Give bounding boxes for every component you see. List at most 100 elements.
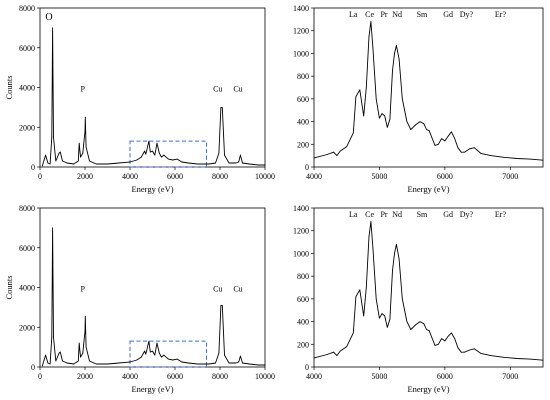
spectrum-point (224, 354, 225, 356)
spectrum-point (464, 151, 465, 153)
spectrum-point (89, 160, 90, 162)
spectrum-point (434, 145, 436, 146)
spectrum-point (336, 355, 338, 356)
spectrum-point (480, 353, 482, 354)
spectrum-point (66, 362, 68, 364)
y-tick-label: 1400 (293, 4, 309, 13)
spectrum-point (431, 337, 433, 338)
spectrum-point (107, 363, 108, 365)
y-axis-label: Counts (4, 75, 14, 99)
spectrum-point (503, 356, 505, 358)
spectrum-point (333, 351, 334, 353)
y-tick-label: 400 (297, 118, 309, 127)
spectrum-point (469, 148, 471, 150)
y-tick-label: 200 (297, 340, 309, 349)
x-tick-label: 2000 (77, 372, 93, 381)
spectrum-point (529, 158, 531, 160)
x-axis-label: Energy (eV) (131, 184, 173, 194)
spectrum-point (392, 270, 393, 271)
spectrum-point (82, 152, 84, 154)
spectrum-point (208, 163, 210, 165)
spectrum-point (384, 315, 386, 317)
x-axis-label: Energy (eV) (131, 384, 173, 394)
spectrum-point (156, 142, 158, 144)
spectrum-point (384, 115, 386, 117)
y-tick-label: 2000 (19, 323, 35, 332)
spectrum-point (129, 161, 131, 163)
spectrum-point (372, 247, 374, 249)
spectrum-point (386, 126, 388, 128)
spectrum-point (313, 357, 315, 359)
spectrum-point (542, 359, 544, 361)
spectrum-point (394, 253, 395, 254)
spectrum-point (161, 156, 162, 158)
spectrum-point (346, 146, 348, 148)
spectrum-point (172, 359, 174, 361)
spectrum-point (339, 350, 341, 352)
spectrum-point (220, 305, 222, 306)
spectrum-point (355, 96, 357, 97)
peak-label-sm: Sm (417, 10, 428, 19)
spectrum-point (41, 365, 43, 367)
spectrum-point (359, 89, 361, 91)
spectrum-point (95, 163, 97, 165)
spectrum-point (188, 362, 189, 364)
spectrum-point (215, 362, 216, 364)
spectrum-point (419, 321, 421, 322)
x-tick-label: 4000 (122, 372, 138, 381)
spectrum-line (41, 27, 265, 167)
spectrum-point (464, 351, 465, 353)
spectrum-point (375, 98, 377, 100)
x-tick-label: 5000 (371, 172, 387, 181)
spectrum-point (415, 124, 416, 126)
zoom-region-box (129, 140, 207, 168)
spectrum-point (451, 131, 452, 133)
spectrum-point (346, 346, 348, 347)
spectrum-point (161, 356, 162, 358)
spectrum-point (434, 345, 436, 346)
spectrum-point (228, 362, 230, 364)
spectrum-point (215, 162, 216, 164)
x-tick-label: 4000 (122, 172, 138, 181)
spectrum-point (77, 160, 79, 162)
plot-frame (39, 207, 266, 368)
peak-label-p: P (81, 284, 86, 293)
spectrum-point (359, 289, 361, 291)
spectrum-point (220, 107, 222, 108)
spectrum-point (59, 151, 61, 153)
spectrum-point (221, 305, 223, 306)
spectrum-point (84, 330, 86, 332)
spectrum-point (457, 347, 459, 349)
spectrum-point (460, 151, 462, 153)
spectrum-point (423, 323, 425, 325)
spectrum-point (118, 162, 120, 164)
spectrum-point (423, 123, 425, 125)
spectrum-point (242, 362, 243, 364)
y-tick-label: 4000 (19, 284, 35, 293)
spectrum-point (49, 163, 51, 165)
y-tick-label: 2000 (19, 123, 35, 132)
spectrum-point (428, 330, 430, 332)
spectrum-point (77, 360, 79, 362)
x-axis-label: Energy (eV) (407, 184, 449, 194)
spectrum-point (45, 154, 46, 156)
spectrum-point (145, 353, 147, 355)
spectrum-point (149, 351, 151, 353)
spectrum-point (381, 313, 383, 314)
spectrum-point (163, 154, 165, 156)
x-tick-label: 6000 (167, 172, 183, 181)
spectrum-point (352, 132, 354, 134)
spectrum-point (441, 338, 442, 339)
spectrum-point (242, 162, 243, 164)
spectrum-point (158, 152, 160, 154)
spectrum-point (51, 136, 53, 138)
spectrum-point (326, 354, 328, 355)
spectrum-point (118, 362, 120, 364)
spectrum-point (49, 363, 51, 365)
y-tick-label: 6000 (19, 244, 35, 253)
spectrum-point (107, 163, 108, 165)
spectrum-point (490, 355, 492, 356)
spectrum-point (392, 70, 393, 71)
spectrum-point (176, 358, 178, 360)
spectrum-point (218, 352, 220, 354)
